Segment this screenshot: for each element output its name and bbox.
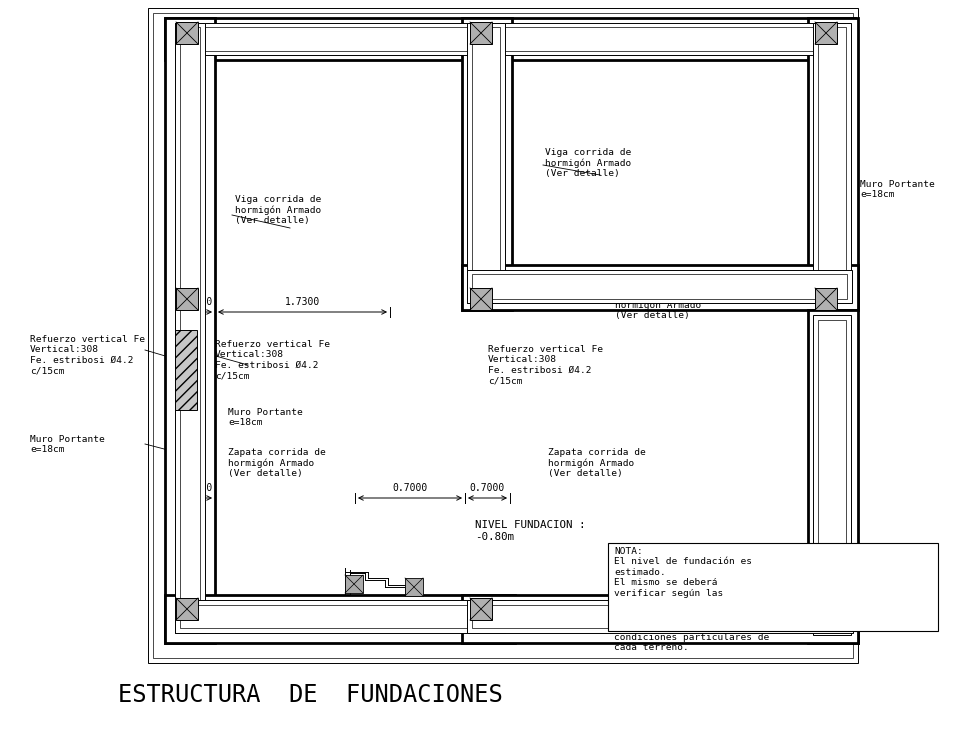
Bar	[462, 18, 512, 310]
Bar	[472, 274, 847, 299]
Text: NOTA:
El nivel de fundación es
estimado.
El mismo se deberá
verificar según las: NOTA: El nivel de fundación es estimado.…	[614, 547, 752, 598]
Bar	[153, 13, 853, 658]
Bar	[808, 310, 858, 643]
Text: Refuerzo vertical Fe
Vertical:308
Fe. estribosi Ø4.2
c/15cm: Refuerzo vertical Fe Vertical:308 Fe. es…	[215, 340, 330, 380]
Text: Muro Portante
e=18cm: Muro Portante e=18cm	[228, 408, 303, 427]
Text: condiciones particulares de
cada terreno.: condiciones particulares de cada terreno…	[614, 633, 770, 652]
Bar	[818, 27, 846, 297]
Text: 0.7000: 0.7000	[392, 483, 427, 493]
Text: NIVEL FUNDACION :
-0.80m: NIVEL FUNDACION : -0.80m	[475, 520, 585, 542]
Text: Muro Portante
e=18cm: Muro Portante e=18cm	[860, 180, 935, 199]
Bar	[176, 288, 198, 310]
Bar	[176, 598, 198, 620]
Text: 0.7000: 0.7000	[470, 483, 505, 493]
Bar	[175, 600, 505, 633]
Bar	[818, 320, 846, 630]
Bar	[608, 543, 938, 631]
Text: Viga corrida de
hormigón Armado
(Ver detalle): Viga corrida de hormigón Armado (Ver det…	[545, 148, 631, 179]
Bar	[815, 598, 837, 620]
Text: 0.7000: 0.7000	[178, 483, 212, 493]
Bar	[472, 605, 848, 628]
Bar	[815, 288, 837, 310]
Bar	[180, 605, 500, 628]
Bar	[345, 575, 363, 593]
Bar	[470, 598, 492, 620]
Bar	[813, 315, 851, 635]
Bar	[405, 578, 423, 596]
Bar	[175, 23, 845, 55]
Bar	[165, 18, 215, 643]
Text: Refuerzo vertical Fe
Vertical:308
Fe. estribosi Ø4.2
c/15cm: Refuerzo vertical Fe Vertical:308 Fe. es…	[488, 345, 603, 385]
Bar	[175, 330, 197, 410]
Text: Zapata corrida de
hormigón Armado
(Ver detalle): Zapata corrida de hormigón Armado (Ver d…	[228, 448, 326, 478]
Text: ESTRUCTURA  DE  FUNDACIONES: ESTRUCTURA DE FUNDACIONES	[118, 683, 502, 707]
Bar	[467, 600, 853, 633]
Bar	[148, 8, 858, 663]
Bar	[470, 22, 492, 44]
Text: Zapata corrida de
hormigón Armado
(Ver detalle): Zapata corrida de hormigón Armado (Ver d…	[615, 290, 713, 320]
Text: Zapata corrida de
hormigón Armado
(Ver detalle): Zapata corrida de hormigón Armado (Ver d…	[548, 448, 645, 478]
Bar	[165, 595, 515, 643]
Bar	[176, 22, 198, 44]
Bar	[813, 23, 851, 303]
Bar	[815, 22, 837, 44]
Text: 0.7000: 0.7000	[178, 297, 212, 307]
Text: Viga corrida de
hormigón Armado
(Ver detalle): Viga corrida de hormigón Armado (Ver det…	[235, 195, 321, 225]
Text: Refuerzo vertical Fe
Vertical:308
Fe. estribosi Ø4.2
c/15cm: Refuerzo vertical Fe Vertical:308 Fe. es…	[30, 335, 145, 375]
Text: Muro Portante
e=18cm: Muro Portante e=18cm	[30, 435, 105, 455]
Bar	[472, 27, 500, 297]
Bar	[462, 595, 858, 643]
Bar	[470, 288, 492, 310]
Bar	[165, 18, 855, 60]
Bar	[175, 23, 205, 633]
Bar	[467, 270, 852, 303]
Bar	[462, 265, 858, 310]
Bar	[180, 27, 840, 51]
Text: 1.7300: 1.7300	[285, 297, 320, 307]
Bar	[467, 23, 505, 303]
Bar	[808, 18, 858, 310]
Bar	[180, 27, 200, 627]
